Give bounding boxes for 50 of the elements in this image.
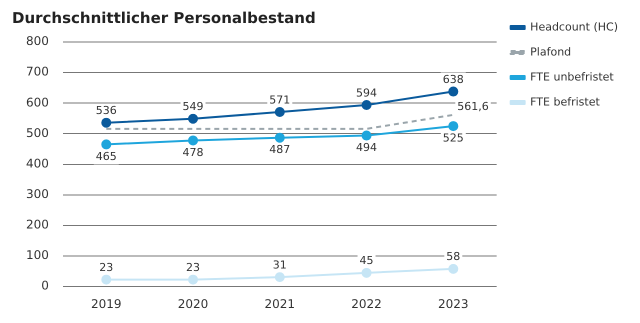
point: [188, 274, 198, 285]
y-tick-label: 400: [26, 156, 49, 170]
y-tick-label: 500: [26, 126, 49, 140]
y-tick-label: 0: [41, 278, 49, 293]
x-tick-label: 2023: [438, 296, 469, 311]
data-label: 487: [269, 143, 290, 156]
data-label: 561,6: [457, 100, 489, 113]
point: [362, 268, 372, 278]
data-label: 536: [96, 104, 117, 118]
legend-label: Headcount (HC): [530, 20, 618, 34]
point: [448, 264, 458, 274]
data-label: 494: [356, 140, 378, 154]
point: [188, 114, 198, 124]
data-label: 525: [442, 131, 464, 144]
point: [274, 272, 285, 282]
data-label: 594: [356, 86, 378, 100]
point: [274, 132, 285, 143]
point: [448, 121, 458, 132]
legend-label: Plafond: [530, 45, 572, 58]
data-label: 638: [442, 72, 464, 86]
data-label: 465: [96, 150, 117, 163]
data-label: 478: [182, 146, 204, 159]
y-tick-label: 300: [26, 187, 49, 201]
x-tick-label: 2021: [264, 296, 296, 311]
point: [101, 118, 112, 128]
y-tick-label: 200: [26, 218, 49, 232]
point: [188, 135, 198, 146]
data-label: 549: [182, 100, 204, 114]
point: [101, 139, 112, 150]
legend-label: FTE unbefristet: [530, 70, 614, 84]
data-label: 23: [186, 260, 200, 274]
legend-label: FTE befristet: [530, 95, 600, 108]
data-label: 45: [360, 254, 374, 268]
point: [101, 274, 112, 285]
data-label: 571: [269, 93, 290, 106]
y-tick-label: 800: [26, 34, 49, 48]
x-tick-label: 2020: [178, 296, 208, 311]
data-label: 31: [272, 258, 287, 272]
point: [274, 107, 285, 118]
y-tick-label: 600: [26, 95, 49, 110]
x-tick-label: 2019: [91, 296, 122, 311]
chart-title: Durchschnittlicher Personalbestand: [12, 8, 316, 27]
x-tick-label: 2022: [351, 296, 382, 311]
point: [362, 130, 372, 141]
y-tick-label: 100: [26, 248, 49, 262]
y-tick-label: 700: [26, 64, 49, 79]
point: [448, 86, 458, 97]
data-label: 58: [446, 250, 460, 264]
data-label: 23: [99, 260, 114, 274]
point: [362, 100, 372, 110]
